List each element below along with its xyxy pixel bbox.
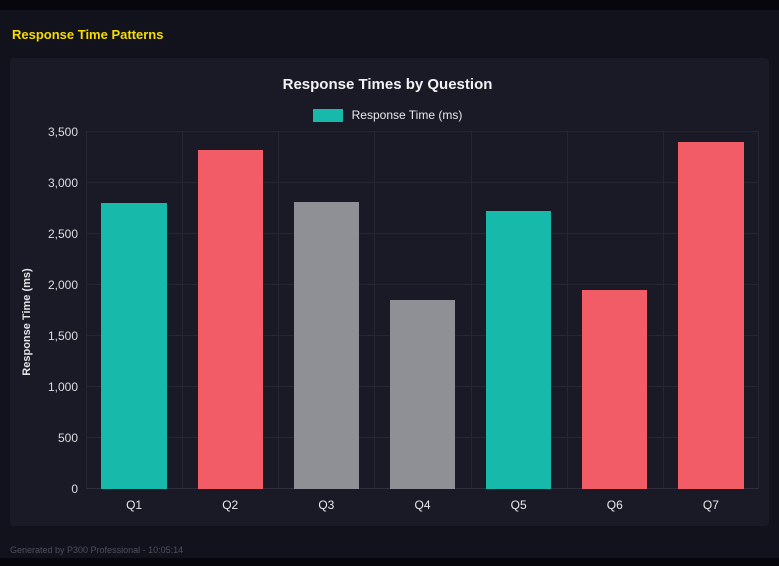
h-gridline — [86, 233, 759, 234]
y-axis-title: Response Time (ms) — [21, 268, 33, 376]
page-title: Response Time Patterns — [12, 27, 164, 42]
chart-title: Response Times by Question — [282, 76, 493, 93]
legend-swatch — [312, 108, 343, 122]
bar-slot — [374, 132, 470, 489]
chart-panel: Response Times by Question Response Time… — [10, 58, 769, 526]
y-tick-label: 2,000 — [47, 278, 78, 293]
v-gridline — [566, 132, 568, 489]
v-gridline — [278, 132, 280, 489]
y-tick-label: 3,000 — [47, 176, 78, 190]
h-gridline — [86, 182, 759, 183]
x-tick-label: Q4 — [414, 498, 431, 512]
bars-layer — [86, 132, 759, 489]
bar-slot — [86, 132, 182, 489]
x-tick-label: Q1 — [126, 498, 143, 512]
bar-q1[interactable] — [101, 203, 167, 489]
y-tick-label: 1,000 — [47, 380, 78, 395]
y-axis-ticks: 0 500 1,000 1,500 2,000 2,500 3,000 3,500 — [38, 125, 86, 496]
x-axis-labels: Q1 Q2 Q3 Q4 Q5 Q6 Q7 — [86, 498, 759, 512]
v-gridline — [470, 132, 472, 489]
window-bottom-strip — [0, 558, 779, 566]
v-gridline — [374, 132, 376, 489]
bar-q3[interactable] — [293, 202, 360, 489]
x-tick-label: Q3 — [318, 498, 335, 512]
legend-label: Response Time (ms) — [351, 108, 463, 122]
bar-slot — [471, 132, 567, 489]
bar-slot — [182, 132, 278, 489]
bar-q2[interactable] — [197, 150, 263, 489]
bar-slot — [567, 132, 663, 489]
h-gridline — [86, 131, 759, 132]
y-tick-label: 1,500 — [47, 329, 78, 343]
h-gridline — [86, 284, 759, 285]
v-gridline — [758, 132, 759, 489]
x-tick-label: Q5 — [510, 498, 527, 512]
bar-q4[interactable] — [389, 300, 456, 489]
v-gridline — [86, 132, 87, 489]
x-tick-label: Q7 — [702, 498, 719, 512]
v-gridline — [182, 132, 184, 489]
footer-note: Generated by P300 Professional - 10:05:1… — [10, 545, 184, 555]
chart-body: Response Time (ms) 0 500 1,000 1,500 2,000 2,… — [16, 125, 759, 512]
bar-slot — [663, 132, 759, 489]
v-gridline — [662, 132, 664, 489]
bar-slot — [278, 132, 374, 489]
y-axis-title-wrap: Response Time (ms) — [16, 132, 38, 512]
page-header: Response Time Patterns — [0, 10, 779, 58]
y-tick-label: 0 — [71, 482, 78, 496]
plot-wrap: Q1 Q2 Q3 Q4 Q5 Q6 Q7 — [86, 131, 759, 512]
y-tick-label: 500 — [57, 431, 78, 446]
x-tick-label: Q2 — [222, 498, 239, 512]
y-tick-label: 2,500 — [47, 227, 78, 241]
x-tick-label: Q6 — [606, 498, 623, 512]
bar-q7[interactable] — [678, 142, 744, 489]
chart-legend[interactable]: Response Time (ms) — [16, 108, 759, 122]
window-top-strip — [0, 0, 779, 10]
plot-area — [86, 131, 759, 489]
y-tick-label: 3,500 — [47, 125, 78, 139]
bar-q6[interactable] — [582, 290, 648, 489]
bar-q5[interactable] — [485, 210, 552, 489]
